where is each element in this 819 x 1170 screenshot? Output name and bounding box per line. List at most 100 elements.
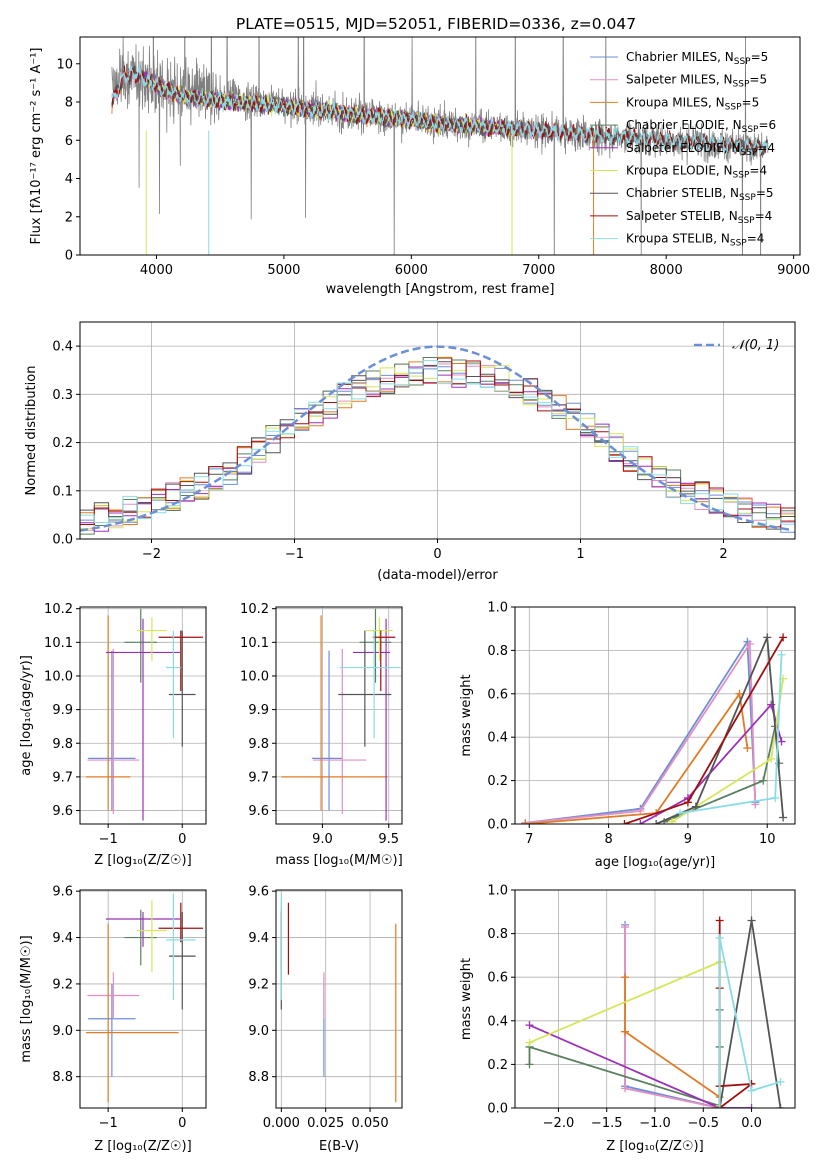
x-tick-label: 0.050 — [351, 1116, 388, 1131]
legend-label: Salpeter ELODIE, NSSP=4 — [626, 141, 775, 158]
x-axis-label: Z [log₁₀(Z/Z☉)] — [606, 1139, 703, 1154]
y-tick-label: 10.0 — [240, 669, 269, 684]
mass-weight-marker — [621, 973, 630, 982]
mass-weight-marker — [683, 798, 692, 807]
y-tick-label: 0.2 — [487, 774, 508, 789]
x-tick-label: 9.5 — [378, 832, 399, 847]
x-tick-label: 0 — [433, 547, 441, 562]
mass-weight-marker — [668, 817, 677, 824]
mass-weight-marker — [636, 820, 645, 824]
mass-weight-marker — [675, 809, 684, 818]
panel-massweight-vs-z: −2.0 −1.5 −1.0 −0.5 0.0 0.0 0.2 0.4 0.6 0.8 1.0 Z [… — [459, 884, 796, 1154]
plot-area — [80, 345, 795, 535]
panel-mass-vs-z: −1 0 8.8 9.0 9.2 9.4 9.6 Z [log₁₀(Z/Z☉)] mass [l… — [19, 885, 207, 1154]
x-axis-label: Z [log₁₀(Z/Z☉)] — [94, 1139, 191, 1154]
x-axis-label: E(B-V) — [319, 1139, 359, 1154]
legend-label: 𝒩(0, 1) — [732, 338, 779, 353]
model-spectrum-line — [111, 64, 769, 158]
y-tick-label: 8.8 — [52, 1070, 73, 1085]
y-tick-label: 0.8 — [487, 644, 508, 659]
panel-age-vs-z: −1 0 9.6 9.7 9.8 9.9 10.0 10.1 10.2 Z [log₁₀(Z/Z☉… — [19, 602, 207, 868]
mass-weight-line — [525, 641, 757, 824]
y-tick-label: 9.7 — [248, 770, 269, 785]
y-tick-label: 10.2 — [240, 602, 269, 617]
x-tick-label: 9.0 — [312, 832, 333, 847]
mass-weight-line — [718, 937, 781, 1108]
x-tick-label: 0 — [178, 832, 186, 847]
y-tick-label: 0.8 — [487, 927, 508, 942]
panel-residuals: −2 −1 0 1 2 0.0 0.1 0.2 0.3 0.4 (data-model)/error… — [24, 321, 796, 583]
axes-frame — [79, 36, 801, 256]
y-tick-label: 1.0 — [487, 884, 508, 899]
y-tick-label: 4 — [65, 172, 73, 187]
x-tick-label: −1.5 — [591, 1116, 623, 1131]
mass-weight-marker — [776, 1077, 785, 1086]
mass-weight-marker — [525, 1038, 534, 1047]
y-tick-label: 9.8 — [52, 737, 73, 752]
mass-weight-marker — [715, 916, 724, 925]
y-axis-label: mass weight — [459, 674, 474, 756]
y-tick-label: 8 — [65, 96, 73, 111]
y-tick-label: 0.4 — [487, 731, 508, 746]
mass-weight-marker — [715, 933, 724, 942]
x-tick-label: −1.0 — [639, 1116, 671, 1131]
mass-weight-line — [529, 1024, 752, 1108]
mass-weight-line — [655, 637, 784, 824]
y-tick-label: 9.7 — [52, 770, 73, 785]
y-tick-label: 0.4 — [487, 1014, 508, 1029]
x-axis-label: (data-model)/error — [377, 568, 498, 583]
mass-weight-line — [525, 638, 757, 824]
y-tick-label: 9.9 — [248, 703, 269, 718]
panel-mass-vs-ebv: 0.000 0.025 0.050 8.8 9.0 9.2 9.4 9.6 E(B-V) — [248, 885, 403, 1154]
mass-weight-marker — [747, 1104, 756, 1108]
y-axis-label: Flux [fλ10⁻¹⁷ erg cm⁻² s⁻¹ A⁻¹] — [29, 48, 44, 245]
y-tick-label: 0.0 — [487, 818, 508, 833]
legend-label: Salpeter MILES, NSSP=5 — [626, 73, 767, 90]
axes-frame — [514, 606, 796, 825]
mass-weight-marker — [759, 776, 768, 785]
legend-label: Chabrier MILES, NSSP=5 — [626, 50, 768, 67]
mass-weight-marker — [521, 820, 530, 824]
x-tick-label: −1 — [285, 547, 304, 562]
x-tick-label: 6000 — [395, 263, 428, 278]
x-axis-label: Z [log₁₀(Z/Z☉)] — [94, 853, 191, 868]
x-tick-label: 0.000 — [263, 1116, 300, 1131]
mass-weight-line — [663, 726, 780, 823]
y-tick-label: 9.6 — [52, 804, 73, 819]
x-tick-label: 9000 — [777, 263, 810, 278]
y-tick-label: 10.1 — [44, 636, 73, 651]
mass-weight-marker — [771, 793, 780, 802]
mass-weight-marker — [621, 923, 630, 932]
mass-weight-marker — [776, 1104, 785, 1108]
y-tick-label: 9.2 — [52, 977, 73, 992]
y-tick-label: 0.0 — [52, 533, 73, 548]
mass-weight-line — [525, 691, 749, 824]
y-tick-label: 9.8 — [248, 737, 269, 752]
x-axis-label: age [log₁₀(age/yr)] — [595, 855, 716, 870]
x-tick-label: −1 — [99, 1116, 118, 1131]
legend-label: Chabrier ELODIE, NSSP=6 — [626, 118, 776, 135]
y-tick-label: 0.1 — [52, 484, 73, 499]
mass-weight-marker — [620, 820, 629, 824]
residual-histogram — [80, 360, 795, 527]
y-tick-label: 2 — [65, 210, 73, 225]
y-tick-label: 0.4 — [52, 340, 73, 355]
y-tick-label: 9.4 — [248, 931, 269, 946]
y-tick-label: 1.0 — [487, 601, 508, 616]
mass-weight-marker — [779, 813, 788, 822]
x-tick-label: 0 — [178, 1116, 186, 1131]
mass-weight-marker — [743, 744, 752, 753]
x-tick-label: 0.0 — [741, 1116, 762, 1131]
y-tick-label: 0.6 — [487, 971, 508, 986]
plot-area — [85, 608, 204, 821]
mass-weight-marker — [525, 1060, 534, 1069]
x-tick-label: −1 — [99, 832, 118, 847]
legend-label: Kroupa STELIB, NSSP=4 — [626, 232, 764, 249]
plot-area — [280, 893, 397, 1103]
legend-label: Kroupa MILES, NSSP=5 — [626, 95, 759, 112]
x-tick-label: 10 — [759, 832, 776, 847]
normal-curve — [80, 345, 793, 532]
plot-area — [281, 608, 401, 821]
x-tick-label: 0.025 — [307, 1116, 344, 1131]
y-tick-label: 0 — [65, 249, 73, 264]
